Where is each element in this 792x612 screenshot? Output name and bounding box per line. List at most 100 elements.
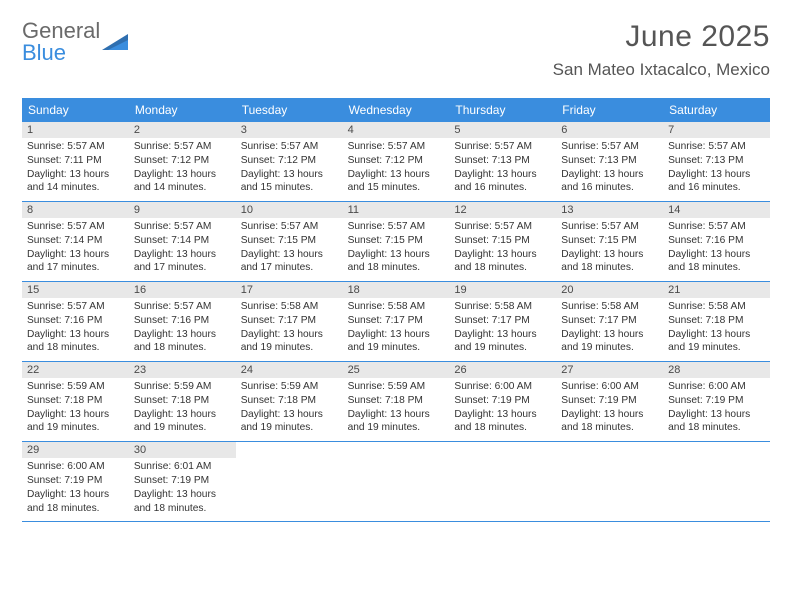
sunset-line: Sunset: 7:13 PM <box>668 154 765 168</box>
calendar-day-cell: 28Sunrise: 6:00 AMSunset: 7:19 PMDayligh… <box>663 362 770 441</box>
calendar: SundayMondayTuesdayWednesdayThursdayFrid… <box>22 98 770 522</box>
brand-word-2: Blue <box>22 40 66 65</box>
sunrise-line: Sunrise: 5:57 AM <box>668 220 765 234</box>
calendar-day-cell: 3Sunrise: 5:57 AMSunset: 7:12 PMDaylight… <box>236 122 343 201</box>
sunrise-line: Sunrise: 6:00 AM <box>454 380 551 394</box>
sunset-line: Sunset: 7:15 PM <box>241 234 338 248</box>
sunset-line: Sunset: 7:14 PM <box>27 234 124 248</box>
weekday-header-cell: Monday <box>129 98 236 122</box>
calendar-body: 1Sunrise: 5:57 AMSunset: 7:11 PMDaylight… <box>22 122 770 522</box>
calendar-day-cell: 10Sunrise: 5:57 AMSunset: 7:15 PMDayligh… <box>236 202 343 281</box>
calendar-day-cell: 26Sunrise: 6:00 AMSunset: 7:19 PMDayligh… <box>449 362 556 441</box>
sunrise-line: Sunrise: 6:00 AM <box>561 380 658 394</box>
brand-text: General Blue <box>22 20 100 64</box>
calendar-day-cell <box>343 442 450 521</box>
sunrise-line: Sunrise: 5:57 AM <box>241 220 338 234</box>
sunrise-line: Sunrise: 5:57 AM <box>454 140 551 154</box>
daylight-line: Daylight: 13 hours and 18 minutes. <box>27 328 124 356</box>
sunset-line: Sunset: 7:12 PM <box>134 154 231 168</box>
day-number: 15 <box>22 282 129 298</box>
sunset-line: Sunset: 7:12 PM <box>348 154 445 168</box>
sunset-line: Sunset: 7:18 PM <box>27 394 124 408</box>
calendar-day-cell: 8Sunrise: 5:57 AMSunset: 7:14 PMDaylight… <box>22 202 129 281</box>
sunset-line: Sunset: 7:13 PM <box>454 154 551 168</box>
day-number: 21 <box>663 282 770 298</box>
sunrise-line: Sunrise: 6:01 AM <box>134 460 231 474</box>
day-number: 3 <box>236 122 343 138</box>
sunrise-line: Sunrise: 5:57 AM <box>561 220 658 234</box>
sunrise-line: Sunrise: 5:57 AM <box>241 140 338 154</box>
day-number: 11 <box>343 202 450 218</box>
calendar-week-row: 15 Sunrise: 5:57 AM Sunset: 7:16 PM Dayligh… <box>22 282 770 362</box>
day-number: 1 <box>22 122 129 138</box>
daylight-line: Daylight: 13 hours and 18 minutes. <box>668 408 765 436</box>
sunrise-line: Sunrise: 5:57 AM <box>348 140 445 154</box>
sunset-line: Sunset: 7:19 PM <box>27 474 124 488</box>
day-number: 2 <box>129 122 236 138</box>
sunset-line: Sunset: 7:18 PM <box>668 314 765 328</box>
sunrise-line: Sunrise: 5:57 AM <box>134 220 231 234</box>
calendar-day-cell: 27 Sunrise: 6:00 AMSunset: 7:19 PMDayligh… <box>556 362 663 441</box>
calendar-day-cell: 17Sunrise: 5:58 AMSunset: 7:17 PMDayligh… <box>236 282 343 361</box>
month-title: June 2025 <box>553 20 770 54</box>
daylight-line: Daylight: 13 hours and 17 minutes. <box>27 248 124 276</box>
day-number: 26 <box>449 362 556 378</box>
calendar-day-cell: 1Sunrise: 5:57 AMSunset: 7:11 PMDaylight… <box>22 122 129 201</box>
weekday-header-cell: Wednesday <box>343 98 450 122</box>
sunrise-line: Sunrise: 5:57 AM <box>454 220 551 234</box>
day-number: 25 <box>343 362 450 378</box>
sunrise-line: Sunrise: 5:57 AM <box>348 220 445 234</box>
sunset-line: Sunset: 7:16 PM <box>134 314 231 328</box>
day-number: 14 <box>663 202 770 218</box>
brand-logo: General Blue <box>22 20 128 64</box>
calendar-week-row: 22Sunrise: 5:59 AMSunset: 7:18 PMDayligh… <box>22 362 770 442</box>
calendar-day-cell <box>449 442 556 521</box>
sunset-line: Sunset: 7:18 PM <box>348 394 445 408</box>
sunset-line: Sunset: 7:19 PM <box>134 474 231 488</box>
calendar-day-cell <box>236 442 343 521</box>
sunrise-line: Sunrise: 5:57 AM <box>134 140 231 154</box>
daylight-line: Daylight: 13 hours and 19 minutes. <box>27 408 124 436</box>
weekday-header-cell: Thursday <box>449 98 556 122</box>
calendar-day-cell: 19Sunrise: 5:58 AMSunset: 7:17 PMDayligh… <box>449 282 556 361</box>
daylight-line: Daylight: 13 hours and 17 minutes. <box>241 248 338 276</box>
calendar-day-cell: 21Sunrise: 5:58 AMSunset: 7:18 PMDayligh… <box>663 282 770 361</box>
weekday-header-cell: Sunday <box>22 98 129 122</box>
day-number: 20 <box>556 282 663 298</box>
sunset-line: Sunset: 7:15 PM <box>561 234 658 248</box>
location-subtitle: San Mateo Ixtacalco, Mexico <box>553 60 770 80</box>
daylight-line: Daylight: 13 hours and 19 minutes. <box>348 408 445 436</box>
sunset-line: Sunset: 7:18 PM <box>241 394 338 408</box>
calendar-day-cell: 25Sunrise: 5:59 AMSunset: 7:18 PMDayligh… <box>343 362 450 441</box>
sunset-line: Sunset: 7:17 PM <box>454 314 551 328</box>
calendar-day-cell: 7Sunrise: 5:57 AMSunset: 7:13 PMDaylight… <box>663 122 770 201</box>
calendar-day-cell: 22Sunrise: 5:59 AMSunset: 7:18 PMDayligh… <box>22 362 129 441</box>
calendar-day-cell: 2Sunrise: 5:57 AMSunset: 7:12 PMDaylight… <box>129 122 236 201</box>
sunrise-line: Sunrise: 5:57 AM <box>27 140 124 154</box>
sunrise-line: Sunrise: 5:57 AM <box>27 300 124 314</box>
calendar-week-row: 29Sunrise: 6:00 AMSunset: 7:19 PMDayligh… <box>22 442 770 522</box>
sunrise-line: Sunrise: 5:57 AM <box>668 140 765 154</box>
weekday-header-cell: Friday <box>556 98 663 122</box>
weekday-header-cell: Tuesday <box>236 98 343 122</box>
day-number: 27 <box>556 362 663 378</box>
daylight-line: Daylight: 13 hours and 18 minutes. <box>27 488 124 516</box>
daylight-line: Daylight: 13 hours and 17 minutes. <box>134 248 231 276</box>
day-number: 5 <box>449 122 556 138</box>
calendar-day-cell: 24Sunrise: 5:59 AMSunset: 7:18 PMDayligh… <box>236 362 343 441</box>
calendar-day-cell: 9Sunrise: 5:57 AMSunset: 7:14 PMDaylight… <box>129 202 236 281</box>
calendar-day-cell: 15Sunrise: 5:57 AMSunset: 7:16 PMDayligh… <box>22 282 129 361</box>
weekday-header-row: SundayMondayTuesdayWednesdayThursdayFrid… <box>22 98 770 122</box>
title-block: June 2025 San Mateo Ixtacalco, Mexico <box>553 20 770 80</box>
sunrise-line: Sunrise: 5:57 AM <box>27 220 124 234</box>
daylight-line: Daylight: 13 hours and 19 minutes. <box>668 328 765 356</box>
daylight-line: Daylight: 13 hours and 18 minutes. <box>348 248 445 276</box>
calendar-day-cell: 18Sunrise: 5:58 AMSunset: 7:17 PMDayligh… <box>343 282 450 361</box>
day-number: 24 <box>236 362 343 378</box>
sunrise-line: Sunrise: 6:00 AM <box>27 460 124 474</box>
daylight-line: Daylight: 13 hours and 18 minutes. <box>561 408 658 436</box>
day-number: 29 <box>22 442 129 458</box>
daylight-line: Daylight: 13 hours and 16 minutes. <box>561 168 658 196</box>
sunset-line: Sunset: 7:19 PM <box>561 394 658 408</box>
sunrise-line: Sunrise: 5:58 AM <box>241 300 338 314</box>
